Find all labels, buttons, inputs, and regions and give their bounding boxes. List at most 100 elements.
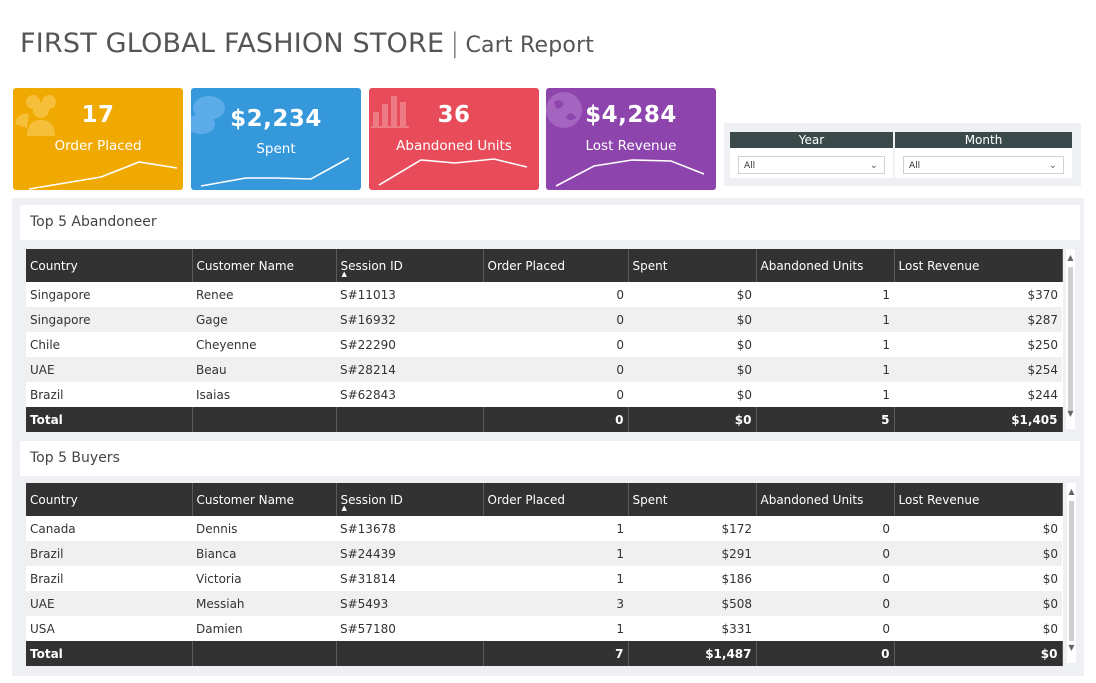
column-header-spent[interactable]: Spent	[628, 483, 757, 516]
table-row[interactable]: Brazil Victoria S#31814 1 $186 0 $0	[26, 566, 1062, 591]
sort-ascending-icon: ▲	[341, 270, 347, 278]
cell-order-placed: 1	[616, 621, 624, 636]
month-dropdown[interactable]: All ⌄	[903, 156, 1064, 174]
total-spent: $1,487	[628, 641, 757, 666]
table-row[interactable]: Brazil Bianca S#24439 1 $291 0 $0	[26, 541, 1062, 566]
column-header-abandoned-units[interactable]: Abandoned Units	[756, 249, 895, 282]
table-row[interactable]: UAE Messiah S#5493 3 $508 0 $0	[26, 591, 1062, 616]
cell-lost-revenue: $250	[1027, 337, 1058, 352]
table-row[interactable]: Canada Dennis S#13678 1 $172 0 $0	[26, 516, 1062, 541]
store-name: FIRST GLOBAL FASHION STORE	[20, 28, 445, 59]
cell-abandoned-units: 0	[756, 541, 894, 566]
cell-country: Canada	[30, 521, 76, 536]
cell-lost-revenue: $0	[894, 541, 1062, 566]
cell-country: Chile	[30, 337, 61, 352]
cell-abandoned-units: 1	[756, 307, 894, 332]
column-header-abandoned-units[interactable]: Abandoned Units	[756, 483, 895, 516]
month-dropdown-value: All	[909, 161, 921, 171]
total-blank	[192, 641, 337, 666]
column-header-country[interactable]: Country	[26, 483, 193, 516]
chat-bubbles-icon	[191, 96, 225, 134]
buyers-title: Top 5 Buyers	[20, 441, 1080, 476]
column-header-spent[interactable]: Spent	[628, 249, 757, 282]
cell-session-id: S#16932	[336, 307, 483, 332]
cell-session-id: S#13678	[340, 521, 396, 536]
scroll-thumb[interactable]	[1068, 267, 1073, 412]
total-blank	[192, 407, 337, 432]
kpi-card-abandoned-units[interactable]: 36 Abandoned Units	[369, 88, 539, 190]
column-header-customer-name[interactable]: Customer Name	[192, 249, 337, 282]
abandoneer-scrollbar[interactable]: ▲ ▼	[1066, 249, 1075, 429]
cell-customer-name: Gage	[192, 307, 336, 332]
cell-spent: $0	[628, 357, 756, 382]
table-total-row: Total 7 $1,487 0 $0	[26, 641, 1063, 666]
column-header-session-id-label: Session ID	[340, 492, 403, 507]
table-row[interactable]: UAE Beau S#28214 0 $0 1 $254	[26, 357, 1062, 382]
cell-customer-name: Renee	[196, 287, 234, 302]
cell-abandoned-units: 1	[882, 287, 890, 302]
total-order-placed: 0	[483, 407, 629, 432]
kpi-value: 36	[437, 102, 471, 128]
column-header-session-id[interactable]: Session ID ▲	[336, 483, 484, 516]
column-header-session-id-label: Session ID	[340, 258, 403, 273]
cell-lost-revenue: $0	[1042, 621, 1058, 636]
column-header-order-placed[interactable]: Order Placed	[483, 249, 629, 282]
table-row[interactable]: Chile Cheyenne S#22290 0 $0 1 $250	[26, 332, 1062, 357]
year-dropdown[interactable]: All ⌄	[738, 156, 885, 174]
cell-country: Singapore	[30, 287, 91, 302]
cell-spent: $186	[721, 571, 752, 586]
cell-spent: $0	[736, 337, 752, 352]
cell-session-id: S#5493	[336, 591, 483, 616]
cell-order-placed: 0	[483, 357, 628, 382]
cell-order-placed: 0	[616, 337, 624, 352]
total-abandoned-units: 5	[756, 407, 895, 432]
scroll-down-icon[interactable]: ▼	[1067, 409, 1074, 418]
report-subtitle: Cart Report	[465, 33, 595, 58]
buyers-scrollbar[interactable]: ▲ ▼	[1067, 483, 1076, 663]
cell-lost-revenue: $244	[1027, 387, 1058, 402]
kpi-value: $2,234	[230, 106, 322, 132]
column-header-country[interactable]: Country	[26, 249, 193, 282]
kpi-card-lost-revenue[interactable]: $4,284 Lost Revenue	[546, 88, 716, 190]
kpi-label: Lost Revenue	[585, 138, 677, 154]
year-slicer: Year All ⌄	[730, 132, 893, 178]
total-blank	[336, 641, 484, 666]
month-slicer-header: Month	[895, 132, 1072, 148]
cell-customer-name: Damien	[196, 621, 243, 636]
column-header-order-placed[interactable]: Order Placed	[483, 483, 629, 516]
table-row[interactable]: USA Damien S#57180 1 $331 0 $0	[26, 616, 1062, 641]
lost-revenue-sparkline	[555, 159, 705, 187]
filter-panel: Year All ⌄ Month All ⌄	[724, 123, 1081, 186]
column-header-session-id[interactable]: Session ID ▲	[336, 249, 484, 282]
chevron-down-icon: ⌄	[1048, 160, 1057, 171]
cell-abandoned-units: 1	[882, 337, 890, 352]
cell-customer-name: Victoria	[196, 571, 242, 586]
kpi-card-spent[interactable]: $2,234 Spent	[191, 88, 361, 190]
cell-order-placed: 0	[483, 307, 628, 332]
cell-lost-revenue: $287	[894, 307, 1062, 332]
cell-country: UAE	[26, 357, 192, 382]
title-separator: |	[450, 28, 460, 59]
scroll-thumb[interactable]	[1069, 501, 1074, 641]
column-header-lost-revenue[interactable]: Lost Revenue	[894, 483, 1063, 516]
total-blank	[336, 407, 484, 432]
cell-lost-revenue: $0	[1042, 521, 1058, 536]
table-row[interactable]: Singapore Gage S#16932 0 $0 1 $287	[26, 307, 1062, 332]
cell-country: Brazil	[30, 571, 64, 586]
scroll-up-icon[interactable]: ▲	[1068, 487, 1075, 496]
cell-abandoned-units: 1	[882, 387, 890, 402]
table-row[interactable]: Singapore Renee S#11013 0 $0 1 $370	[26, 282, 1062, 307]
people-icon	[15, 95, 56, 136]
cell-country: USA	[30, 621, 55, 636]
year-slicer-header: Year	[730, 132, 893, 148]
scroll-down-icon[interactable]: ▼	[1068, 643, 1075, 652]
scroll-up-icon[interactable]: ▲	[1067, 253, 1074, 262]
column-header-lost-revenue[interactable]: Lost Revenue	[894, 249, 1063, 282]
globe-icon	[546, 92, 582, 128]
abandoneer-title: Top 5 Abandoneer	[20, 205, 1080, 240]
table-row[interactable]: Brazil Isaias S#62843 0 $0 1 $244	[26, 382, 1062, 407]
column-header-customer-name[interactable]: Customer Name	[192, 483, 337, 516]
kpi-card-order-placed[interactable]: 17 Order Placed	[13, 88, 183, 190]
cell-session-id: S#62843	[340, 387, 396, 402]
cell-spent: $508	[628, 591, 756, 616]
